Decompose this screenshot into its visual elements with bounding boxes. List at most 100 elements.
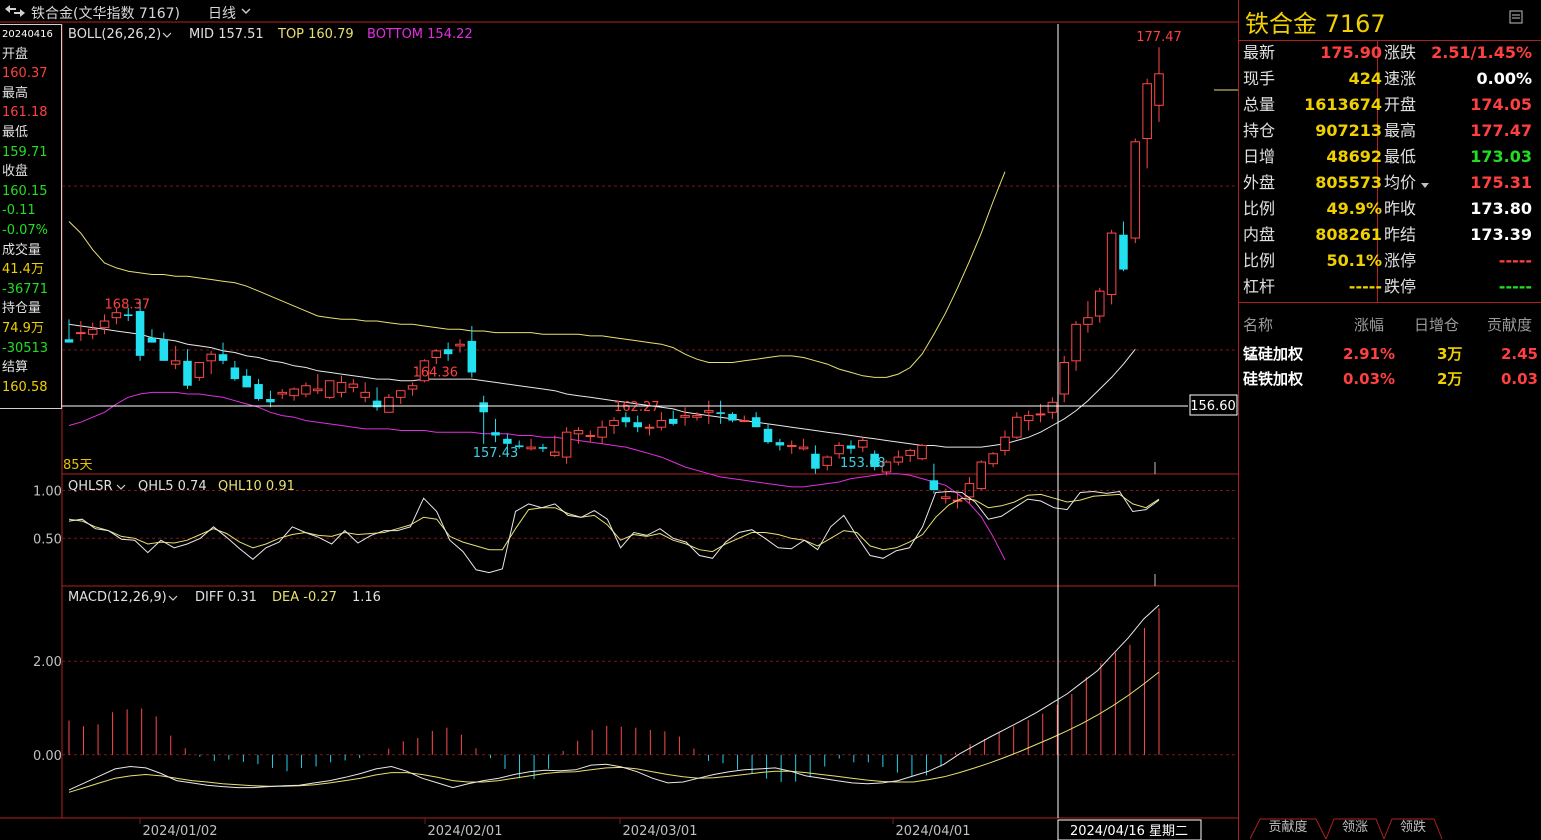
candle — [135, 299, 145, 361]
candle — [1047, 397, 1058, 419]
info-row: 持仓量 — [2, 301, 42, 317]
quote-label: 开盘 — [1384, 95, 1417, 114]
quote-value: 173.39 — [1470, 225, 1532, 244]
candle-body — [976, 461, 987, 490]
candle — [431, 349, 442, 365]
candle-body — [549, 451, 560, 456]
candle — [242, 369, 251, 388]
info-row: 41.4万 — [2, 262, 44, 278]
quote-row: 比例 50.1% 涨停 ----- — [1239, 248, 1541, 274]
candle-body — [834, 444, 844, 455]
candle-body — [668, 418, 678, 424]
candle — [704, 400, 714, 424]
candle — [395, 390, 406, 404]
candle-body — [775, 442, 785, 446]
quote-label: 比例 — [1243, 199, 1276, 218]
candle — [561, 427, 572, 464]
indicator-param: MID 157.51 — [189, 27, 264, 42]
chevron-down-icon[interactable] — [241, 8, 251, 15]
contrib-row[interactable]: 锰硅加权 2.91% 3万 2.45 — [1239, 342, 1541, 367]
col-name[interactable]: 名称 — [1243, 316, 1274, 334]
candle-body — [407, 385, 418, 390]
info-row: 20240416 — [2, 29, 53, 40]
candle-body — [277, 391, 288, 395]
tab-leaders-down[interactable]: 领跌 — [1399, 820, 1426, 835]
candle-body — [751, 417, 761, 428]
candle — [407, 382, 418, 396]
quote-value: 50.1% — [1326, 251, 1382, 270]
candle — [218, 342, 228, 365]
candle-body — [585, 434, 596, 437]
candle-body — [858, 439, 868, 448]
candle — [206, 350, 216, 375]
period-select[interactable]: 日线 — [208, 6, 236, 22]
candle-body — [1012, 416, 1022, 438]
quote-row: 总量 1613674 开盘 174.05 — [1239, 92, 1541, 118]
candle — [194, 361, 205, 381]
candle-body — [940, 496, 951, 500]
candle — [384, 394, 394, 413]
indicator-param: 1.16 — [352, 590, 381, 605]
tab-leaders-up[interactable]: 领涨 — [1341, 820, 1368, 835]
candle — [360, 382, 370, 403]
quote-label: 杠杆 — [1243, 277, 1276, 296]
candle — [597, 420, 607, 444]
candle — [940, 488, 951, 504]
candle — [1035, 403, 1046, 423]
swap-arrows-icon[interactable] — [4, 5, 26, 17]
candle — [917, 443, 927, 461]
caret-down-icon[interactable] — [1420, 182, 1430, 190]
candle — [503, 433, 512, 448]
price-pane: 168.37 164.36 162.27 177.47 157.43 153.68 85天 — [63, 30, 1238, 561]
candle-body — [846, 445, 856, 449]
candle-body — [159, 339, 169, 361]
candle — [976, 460, 987, 491]
info-row: 最低 — [2, 124, 29, 140]
candle-body — [76, 332, 86, 335]
col-oi[interactable]: 日增仓 — [1414, 316, 1460, 334]
contrib-row[interactable]: 硅铁加权 0.03% 2万 0.03 — [1239, 367, 1541, 392]
quote-row: 现手 424 速涨 0.00% — [1239, 66, 1541, 92]
quote-label: 昨收 — [1384, 199, 1417, 218]
crosshair-date: 2024/04/16 星期二 — [1070, 824, 1188, 839]
peak-label: 168.37 — [105, 297, 151, 312]
candle-body — [905, 449, 915, 456]
menu-icon[interactable] — [1509, 10, 1523, 24]
info-row: 161.18 — [2, 105, 48, 121]
quote-label: 涨停 — [1384, 251, 1417, 270]
candle — [64, 319, 74, 343]
info-row: 159.71 — [2, 144, 48, 160]
macd-header: MACD(12,26,9) DIFF 0.31 DEA -0.27 1.16 — [68, 590, 381, 605]
quote-value: 173.80 — [1470, 199, 1532, 218]
candle — [751, 412, 761, 428]
candle-body — [266, 398, 275, 403]
candle-body — [739, 420, 750, 423]
quote-value: 49.9% — [1326, 199, 1382, 218]
col-contrib[interactable]: 贡献度 — [1487, 316, 1533, 334]
indicator-param: MACD(12,26,9) — [68, 590, 167, 605]
candle-body — [893, 456, 904, 463]
info-row: 160.58 — [2, 379, 48, 395]
tab-contrib[interactable]: 贡献度 — [1268, 820, 1308, 835]
candle — [87, 322, 98, 340]
quote-label: 最低 — [1384, 147, 1417, 166]
col-change[interactable]: 涨幅 — [1354, 316, 1385, 334]
quote-panel: 铁合金 7167 最新 175.90 涨跌 2.51/1.45% 现手 424 速涨 0.00… — [1238, 0, 1541, 840]
info-row: 74.9万 — [2, 320, 44, 336]
quote-value: 173.03 — [1470, 147, 1532, 166]
candle-body — [336, 381, 347, 393]
candle — [822, 455, 833, 471]
candle — [491, 418, 500, 443]
quote-row: 最新 175.90 涨跌 2.51/1.45% — [1239, 40, 1541, 66]
candle — [76, 321, 86, 341]
candle — [348, 379, 359, 393]
candle-body — [811, 453, 820, 469]
candle-body — [479, 402, 488, 413]
candle — [111, 307, 122, 325]
info-row: 160.15 — [2, 183, 48, 199]
info-row: 160.37 — [2, 66, 48, 82]
candle — [1119, 221, 1128, 272]
quote-value: 808261 — [1315, 225, 1382, 244]
quote-value: 0.00% — [1476, 69, 1532, 88]
